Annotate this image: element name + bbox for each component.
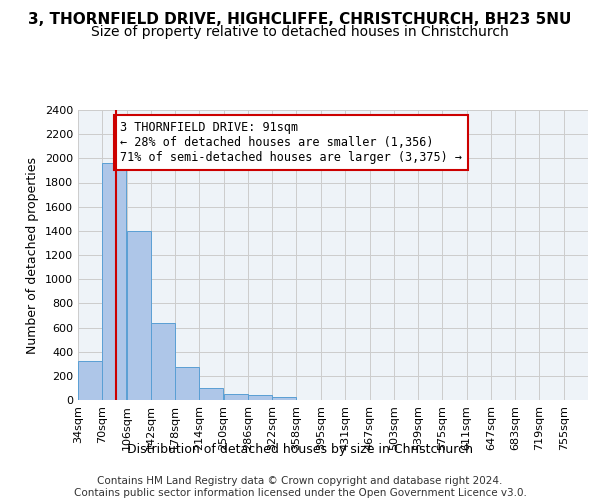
Bar [151,322,175,400]
Bar [248,396,272,400]
Bar [103,163,127,400]
Bar [175,368,199,400]
Text: Distribution of detached houses by size in Christchurch: Distribution of detached houses by size … [127,442,473,456]
Bar [224,394,248,400]
Text: Contains HM Land Registry data © Crown copyright and database right 2024.
Contai: Contains HM Land Registry data © Crown c… [74,476,526,498]
Bar [199,388,223,400]
Text: 3 THORNFIELD DRIVE: 91sqm
← 28% of detached houses are smaller (1,356)
71% of se: 3 THORNFIELD DRIVE: 91sqm ← 28% of detac… [120,121,462,164]
Text: Size of property relative to detached houses in Christchurch: Size of property relative to detached ho… [91,25,509,39]
Bar [272,397,296,400]
Bar [78,362,102,400]
Text: 3, THORNFIELD DRIVE, HIGHCLIFFE, CHRISTCHURCH, BH23 5NU: 3, THORNFIELD DRIVE, HIGHCLIFFE, CHRISTC… [28,12,572,28]
Y-axis label: Number of detached properties: Number of detached properties [26,156,40,354]
Bar [127,231,151,400]
